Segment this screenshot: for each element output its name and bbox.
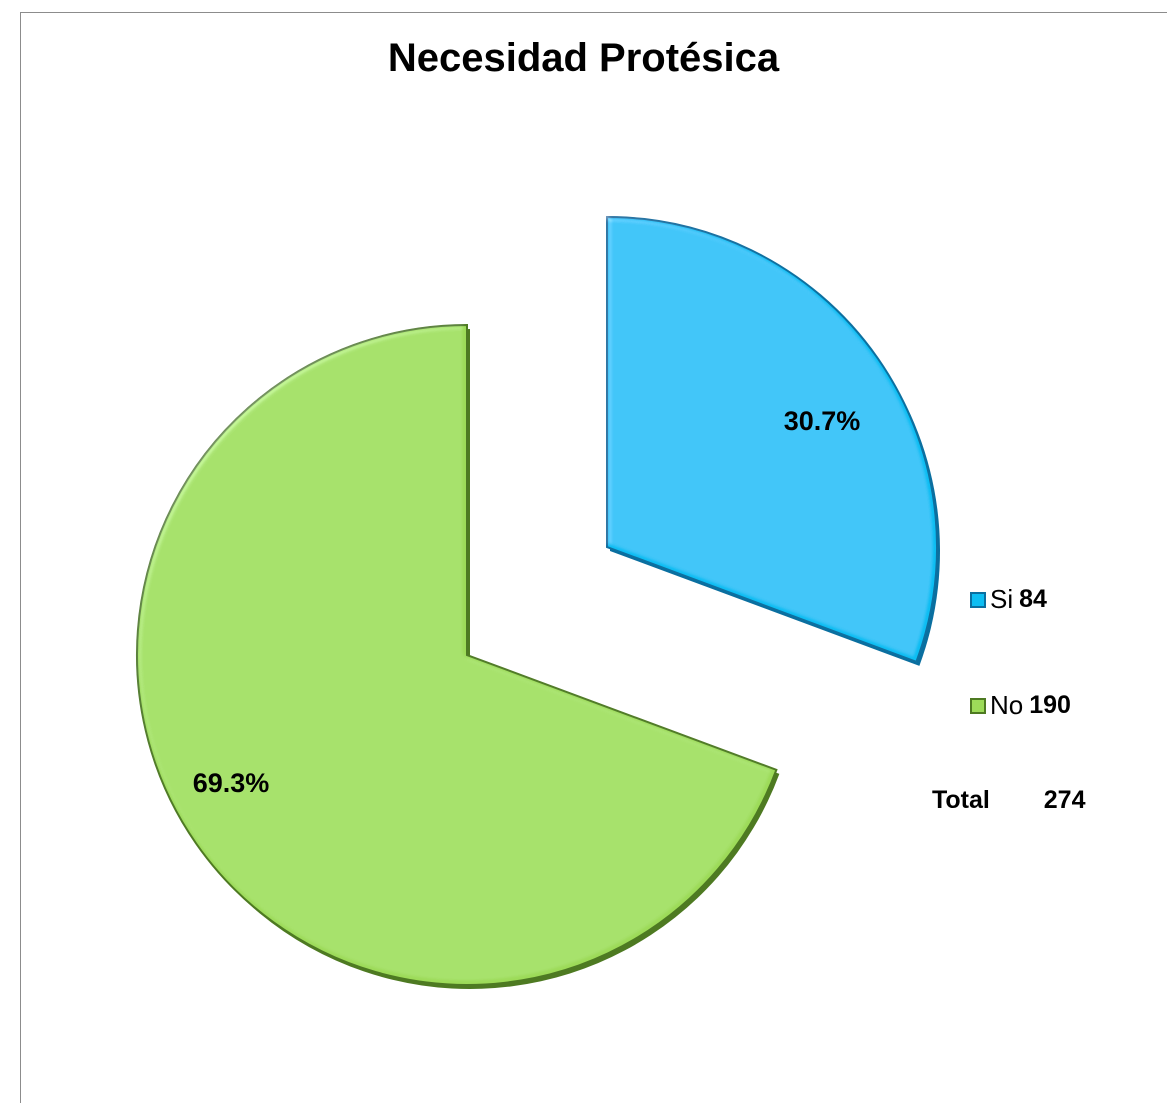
legend-swatch-no — [970, 697, 986, 714]
legend-count-si: 84 — [1019, 585, 1047, 613]
legend-item-si: Si 84 — [970, 584, 1047, 615]
legend-label-si: Si — [990, 584, 1014, 614]
legend-label-no: No — [990, 690, 1024, 720]
total-label: Total — [932, 786, 990, 814]
pie-slices — [136, 215, 940, 990]
chart-frame — [20, 12, 1167, 1103]
chart-title: Necesidad Protésica — [387, 36, 780, 80]
legend-item-no: No 190 — [970, 690, 1071, 721]
slice-label-si: 30.7% — [784, 406, 861, 436]
legend-count-no: 190 — [1029, 691, 1071, 719]
pie-slice-si — [606, 215, 938, 664]
total-value: 274 — [1043, 786, 1086, 814]
slice-label-no: 69.3% — [193, 768, 270, 798]
legend-swatch-si — [970, 591, 986, 608]
pie-slice-no — [136, 323, 778, 986]
total-row: Total 274 — [932, 786, 1086, 815]
